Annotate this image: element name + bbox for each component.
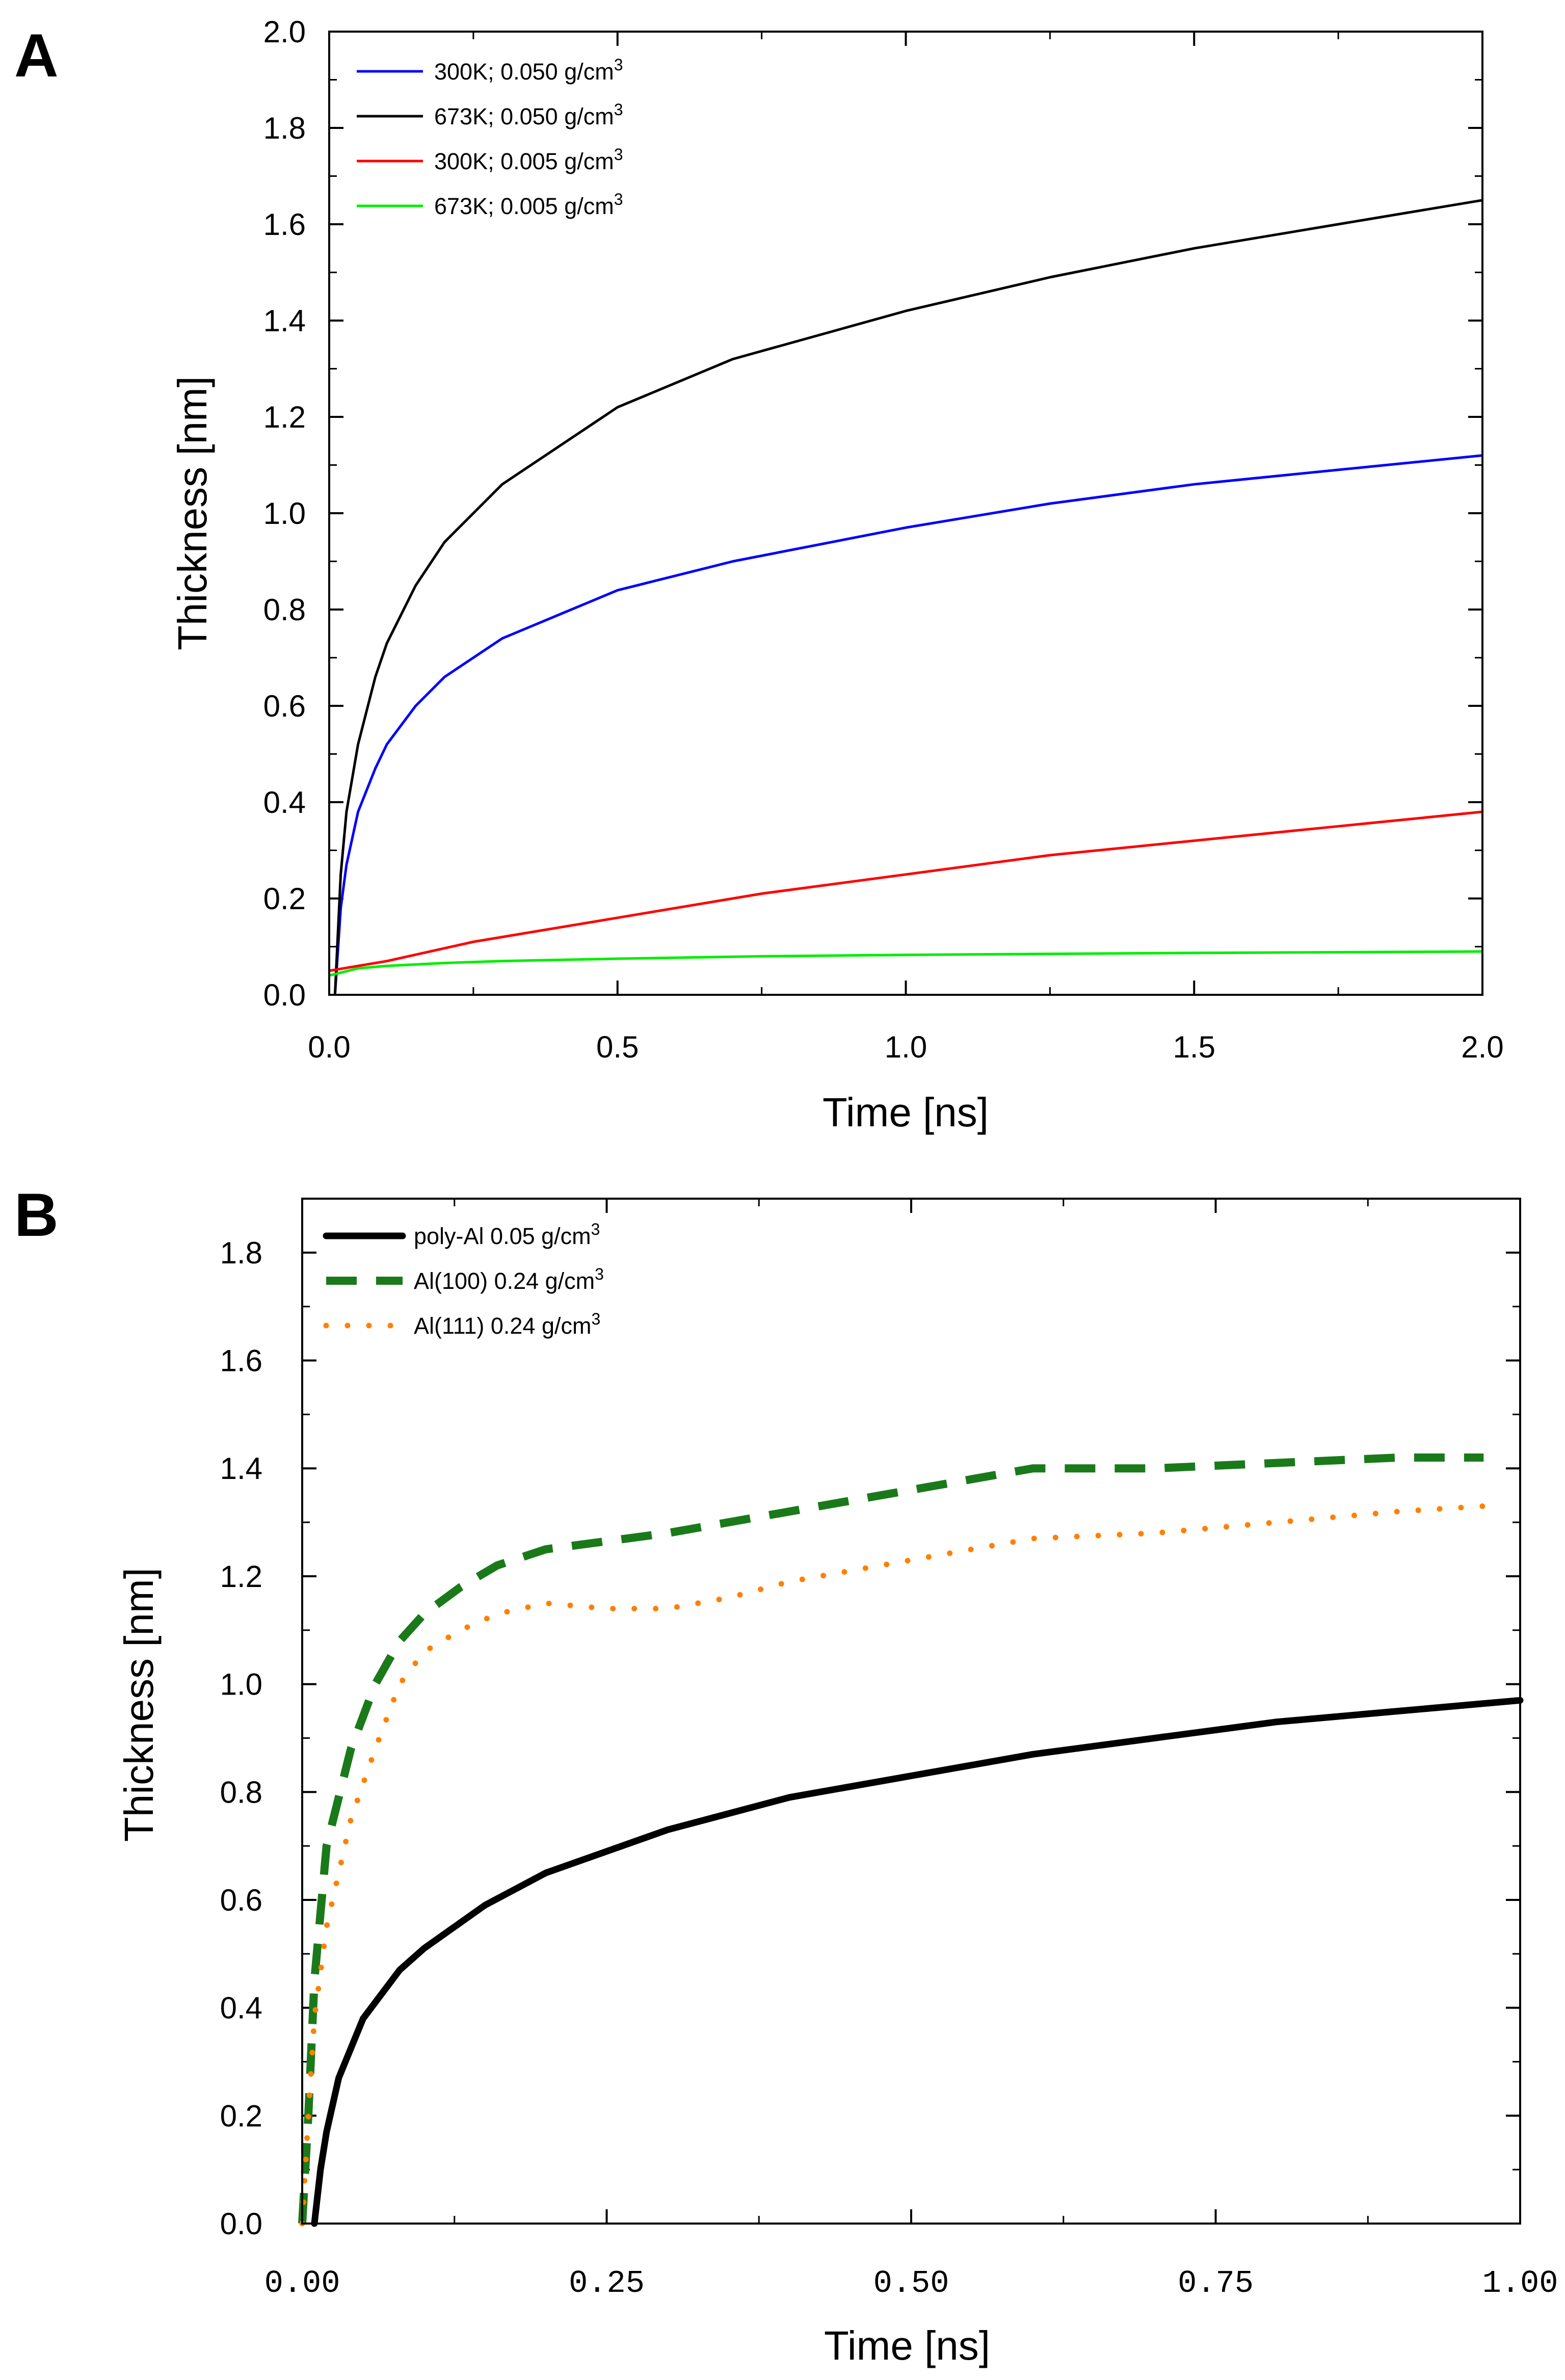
panel-b-series [302,1458,1520,2224]
panel-a-x-tick-label: 1.0 [885,1030,927,1064]
panel-b-y-tick-label: 0.6 [220,1883,262,1917]
panel-a-y-tick-label: 1.0 [263,496,306,531]
panel-a-y-tick-label: 0.4 [263,785,306,819]
panel-a-y-tick-label: 1.6 [263,207,306,242]
panel-a-x-tick-label: 1.5 [1173,1030,1215,1064]
panel-b-y-axis-label: Thickness [nm] [116,1568,162,1842]
panel-a-y-axis-label: Thickness [nm] [170,376,215,650]
panel-a-y-tick-label: 0.0 [263,978,306,1012]
panel-b-x-tick-label: 0.00 [264,2265,340,2302]
panel-a-x-tick-label: 2.0 [1461,1030,1503,1064]
panel-b-x-axis-label: Time [ns] [824,2323,990,2368]
panel-a-legend: 300K; 0.050 g/cm3 673K; 0.050 g/cm3 300K; … [357,56,623,219]
panel-a: 0.0 0.5 1.0 1.5 2.0 0.0 0.2 0.4 0.6 0.8 1.0 1.2 1.4 1… [170,15,1504,1135]
panel-b-series-line-3 [302,1506,1483,2224]
panel-a-y-tick-label: 0.6 [263,689,306,723]
panel-b-y-tick-label: 1.6 [220,1344,262,1378]
panel-b: 0.00 0.25 0.50 0.75 1.00 0.0 0.2 0.4 0.6 0.8 1.0 1.… [116,1199,1558,2368]
panel-a-x-tick-label: 0.0 [308,1030,350,1064]
panel-b-y-tick-label: 0.2 [220,2099,262,2133]
panel-b-y-tick-label: 1.2 [220,1559,262,1594]
panel-a-series-line-1 [335,456,1482,995]
panel-b-ticks: 0.00 0.25 0.50 0.75 1.00 0.0 0.2 0.4 0.6 0.8 1.0 1.… [220,1199,1558,2302]
panel-b-series-line-1 [314,1700,1520,2224]
figure: A 0.0 0.5 1.0 1.5 2.0 0.0 0.2 0.4 0.6 0.8 1.0 1.2 1.… [0,0,1565,2380]
panel-b-y-tick-label: 1.8 [220,1236,262,1270]
panel-a-series-line-4 [329,951,1482,975]
panel-b-legend-label-2: Al(100) 0.24 g/cm3 [414,1265,604,1294]
panel-a-series-line-2 [335,200,1482,995]
panel-a-y-tick-label: 0.8 [263,593,306,627]
panel-b-x-tick-label: 0.25 [569,2265,645,2302]
panel-a-y-tick-label: 2.0 [263,15,306,49]
panel-a-y-tick-label: 0.2 [263,882,306,916]
panel-a-legend-label-3: 300K; 0.005 g/cm3 [434,145,623,174]
panel-b-legend-label-1: poly-Al 0.05 g/cm3 [414,1220,600,1249]
panel-b-y-tick-label: 0.8 [220,1775,262,1809]
panel-b-y-tick-label: 0.4 [220,1991,262,2025]
panel-a-y-tick-label: 1.4 [263,304,306,338]
panel-a-frame [329,32,1482,995]
panel-a-legend-label-1: 300K; 0.050 g/cm3 [434,56,623,85]
panel-label-b: B [14,1181,59,1249]
panel-a-y-tick-label: 1.8 [263,111,306,145]
panel-b-legend-label-3: Al(111) 0.24 g/cm3 [414,1310,600,1339]
panel-a-x-axis-label: Time [ns] [823,1090,989,1135]
panel-a-series-line-3 [329,812,1482,971]
panel-b-legend: poly-Al 0.05 g/cm3 Al(100) 0.24 g/cm3 Al(1… [326,1220,604,1339]
panel-a-y-tick-label: 1.2 [263,400,306,434]
panel-b-y-tick-label: 1.0 [220,1668,262,1702]
panel-b-y-tick-label: 1.4 [220,1451,262,1486]
panel-b-x-tick-label: 0.75 [1178,2265,1254,2302]
panel-b-x-tick-label: 1.00 [1482,2265,1558,2302]
panel-b-frame [302,1199,1520,2224]
panel-a-series [329,200,1482,995]
panel-b-x-tick-label: 0.50 [873,2265,949,2302]
panel-a-x-tick-label: 0.5 [596,1030,639,1064]
panel-b-y-tick-label: 0.0 [220,2207,262,2241]
panel-b-series-line-2 [302,1458,1483,2224]
panel-a-legend-label-2: 673K; 0.050 g/cm3 [434,100,623,129]
panel-label-a: A [14,21,59,90]
panel-a-legend-label-4: 673K; 0.005 g/cm3 [434,190,623,219]
